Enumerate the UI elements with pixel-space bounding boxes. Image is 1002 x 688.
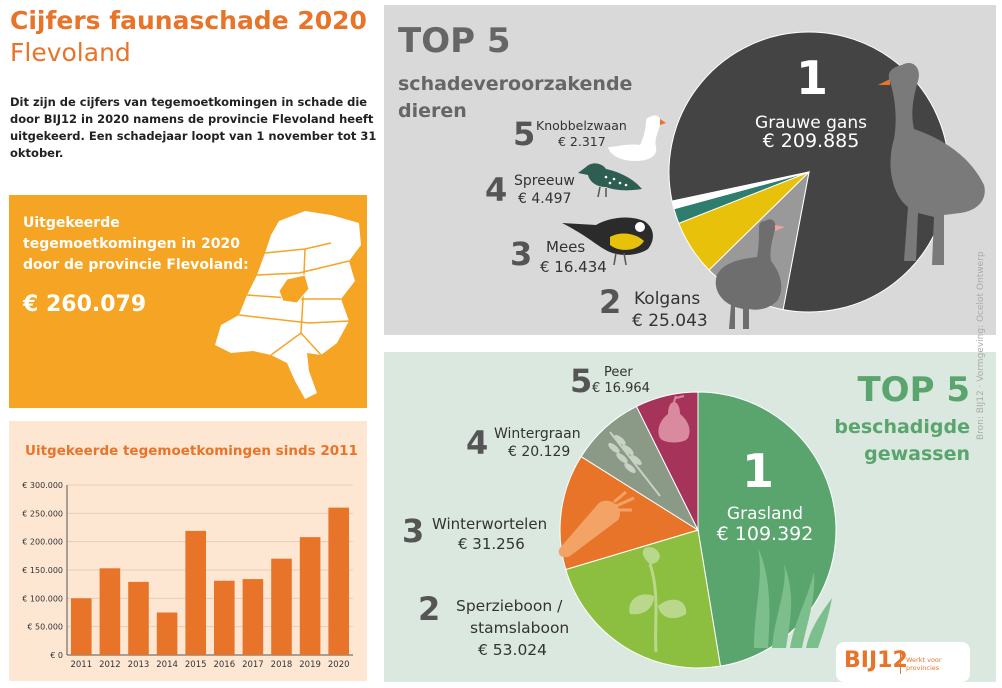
page-title: Cijfers faunaschade 2020 (10, 6, 367, 35)
bar (99, 568, 121, 655)
bird-rank3-number: 3 (510, 235, 533, 273)
payout-amount: € 260.079 (23, 292, 147, 317)
crop-rank2-name: Sperzieboon / (456, 597, 563, 615)
bar (128, 581, 149, 655)
bird-rank5-number: 5 (513, 115, 536, 153)
page-subtitle: Flevoland (10, 38, 131, 67)
crops-subtitle-line2: gewassen (864, 443, 970, 465)
x-tick-label: 2020 (328, 660, 350, 670)
y-tick-label: € 100.000 (22, 594, 63, 603)
x-tick-label: 2017 (242, 660, 264, 670)
bird-rank2-name: Kolgans (634, 289, 701, 309)
credit-text: Bron: BIJ12 · Vormgeving: Ocelot Ontwerp (976, 251, 986, 440)
greylag-goose-icon (878, 62, 985, 265)
x-tick-label: 2015 (185, 660, 207, 670)
logo-text: BIJ12 (844, 648, 908, 673)
y-tick-label: € 250.000 (22, 509, 63, 518)
bar (271, 558, 292, 655)
x-tick-label: 2019 (299, 660, 321, 670)
bar-chart: € 0 € 50.000 € 100.000 € 150.000 € 200.000 € … (22, 481, 353, 670)
x-tick-label: 2013 (128, 660, 150, 670)
bird-rank4-number: 4 (485, 171, 508, 209)
crop-rank3-name: Winterwortelen (432, 515, 548, 533)
bean-plant-icon (629, 547, 687, 653)
x-tick-label: 2016 (213, 660, 235, 670)
payout-label: Uitgekeerde tegemoetkomingen in 2020 doo… (23, 215, 249, 273)
y-tick-label: € 0 (50, 651, 63, 660)
x-tick-label: 2011 (70, 660, 92, 670)
y-tick-label: € 200.000 (22, 538, 63, 547)
mute-swan-icon (608, 115, 666, 161)
crops-top5-heading: TOP 5 (857, 370, 970, 410)
crop-rank1-name: Grasland (726, 504, 804, 524)
y-tick-label: € 50.000 (27, 623, 63, 632)
x-tick-label: 2018 (271, 660, 293, 670)
bird-rank3-name: Mees (546, 238, 586, 256)
pear-icon (658, 395, 690, 443)
bird-rank1-name: Grauwe gans (755, 113, 867, 133)
bar (185, 530, 206, 655)
grain-icon (608, 431, 661, 497)
grass-icon (754, 548, 832, 648)
crops-subtitle-line1: beschadigde (834, 416, 970, 438)
logo-tagline: Werkt voor provincies (906, 656, 942, 672)
bar (328, 507, 349, 655)
crop-rank4-name: Wintergraan (494, 426, 581, 442)
crops-subtitle: beschadigde gewassen (834, 414, 970, 468)
bar (71, 598, 92, 655)
bar (299, 537, 321, 655)
payout-panel: Uitgekeerde tegemoetkomingen in 2020 doo… (9, 195, 367, 408)
bird-rank4-name: Spreeuw (514, 173, 575, 189)
crop-rank1-number: 1 (742, 444, 775, 498)
crop-rank2-amount: € 53.024 (478, 641, 548, 659)
bird-rank1-amount: € 209.885 (762, 130, 860, 152)
bar (242, 579, 264, 655)
intro-text: Dit zijn de cijfers van tegemoetkomingen… (10, 95, 377, 160)
crop-rank2-name2: stamslaboon (470, 619, 570, 637)
birds-top5-heading: TOP 5 (398, 21, 511, 61)
bird-rank3-amount: € 16.434 (540, 258, 607, 276)
y-tick-label: € 300.000 (22, 481, 63, 490)
birds-subtitle: schadeveroorzakende dieren (398, 71, 632, 125)
x-tick-label: 2012 (99, 660, 121, 670)
bird-rank2-amount: € 25.043 (632, 311, 708, 331)
crop-rank5-number: 5 (570, 362, 593, 400)
bar-chart-panel: Uitgekeerde tegemoetkomingen sinds 2011 … (9, 421, 367, 681)
bird-rank5-amount: € 2.317 (558, 134, 606, 149)
bar-chart-title: Uitgekeerde tegemoetkomingen sinds 2011 (25, 443, 358, 459)
crops-panel: TOP 5 beschadigde gewassen 1 Grasland € … (384, 352, 996, 682)
netherlands-map-icon (215, 211, 361, 399)
pie-slice (697, 391, 837, 667)
crop-rank4-number: 4 (466, 424, 489, 462)
great-tit-icon (562, 217, 653, 266)
crop-rank3-amount: € 31.256 (458, 535, 525, 553)
starling-icon (578, 163, 642, 198)
bij12-logo: BIJ12 Werkt voor provincies (836, 642, 970, 682)
crop-rank2-number: 2 (418, 590, 441, 628)
white-fronted-goose-icon (715, 219, 785, 329)
birds-panel: TOP 5 schadeveroorzakende dieren Grauwe … (384, 5, 996, 335)
y-tick-label: € 150.000 (22, 566, 63, 575)
crop-rank4-amount: € 20.129 (508, 444, 571, 460)
logo-divider (900, 650, 901, 674)
carrot-icon (558, 490, 635, 558)
x-tick-label: 2014 (156, 660, 178, 670)
bar (214, 580, 235, 655)
crop-rank5-name: Peer (604, 365, 633, 380)
pie-slice (559, 455, 700, 571)
bird-rank2-number: 2 (599, 283, 622, 321)
pie-slice (671, 171, 810, 210)
bird-rank4-amount: € 4.497 (518, 191, 572, 207)
crop-rank5-amount: € 16.964 (592, 381, 650, 396)
bird-rank1-number: 1 (796, 51, 829, 105)
crop-rank1-amount: € 109.392 (716, 523, 814, 545)
birds-subtitle-line1: schadeveroorzakende (398, 73, 633, 95)
birds-subtitle-line2: dieren (398, 100, 467, 122)
bar (156, 612, 178, 655)
bird-rank5-name: Knobbelzwaan (536, 118, 627, 133)
crop-rank3-number: 3 (402, 512, 425, 550)
